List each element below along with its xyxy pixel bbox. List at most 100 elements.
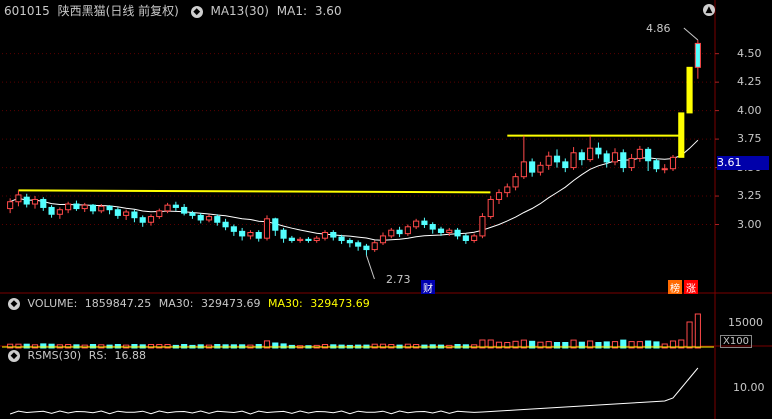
high-price-label: 4.86 <box>646 22 671 35</box>
volume-bar <box>164 344 171 349</box>
price-tick: 3.25 <box>737 189 762 203</box>
rsms-line <box>9 367 699 415</box>
candle-body <box>7 201 14 210</box>
volume-bar <box>147 344 155 349</box>
candle-body <box>40 198 47 208</box>
volume-bar <box>388 344 395 349</box>
candle-body <box>205 216 213 221</box>
volume-bar <box>645 340 652 349</box>
candle-body <box>197 214 204 221</box>
volume-bar <box>553 342 561 349</box>
volume-bar <box>73 344 80 349</box>
tag-zhang[interactable]: 涨 <box>684 280 698 295</box>
volume-bar <box>587 340 594 349</box>
candle-body <box>321 231 329 239</box>
candle-body <box>73 203 80 210</box>
volume-bar <box>471 344 478 349</box>
volume-bar <box>7 343 14 349</box>
candle-body <box>595 147 602 155</box>
candle-body <box>56 209 63 215</box>
rs-value: 16.88 <box>114 349 147 362</box>
candle-body <box>147 216 155 223</box>
candle-body <box>338 236 345 241</box>
candle-body <box>404 226 411 235</box>
candle-body <box>98 205 105 212</box>
ma13-label: MA13(30) <box>210 4 269 18</box>
volume-bar <box>611 341 619 349</box>
price-tick: 3.00 <box>737 217 762 231</box>
volume-header: ◆ VOLUME: 1859847.25 MA30: 329473.69 MA3… <box>4 294 374 314</box>
ma30-label: MA30: <box>158 297 194 310</box>
volume-bar <box>371 343 378 349</box>
candle-body <box>181 206 188 214</box>
volume-bar <box>545 341 552 349</box>
volume-bar <box>222 344 229 349</box>
volume-bar <box>413 344 420 349</box>
candle-body <box>106 205 113 211</box>
candle-body <box>189 212 196 216</box>
candle-body <box>139 217 146 223</box>
candle-body <box>214 216 221 223</box>
candle-body <box>379 235 387 244</box>
low-price-label: 2.73 <box>386 273 411 286</box>
volume-bar <box>570 339 577 349</box>
tag-bang[interactable]: 榜 <box>668 280 682 295</box>
volume-bar <box>495 341 503 349</box>
candle-body <box>272 218 279 231</box>
candle-body <box>172 204 179 208</box>
candle-body <box>15 194 22 203</box>
candle-body <box>462 235 469 241</box>
volume-bar <box>197 344 204 349</box>
volume-bar <box>56 344 63 349</box>
candle-body <box>247 231 254 237</box>
volume-bar <box>537 341 544 349</box>
trendlines <box>18 27 699 280</box>
volume-bar <box>454 344 461 349</box>
candle-body <box>553 155 561 163</box>
settings-icon[interactable]: ◆ <box>8 350 20 362</box>
candle-body <box>653 160 660 170</box>
volume-bar <box>520 339 527 349</box>
candle-body <box>396 229 403 235</box>
ma1-value: 3.60 <box>314 4 342 18</box>
candle-body <box>678 112 685 158</box>
candle-body <box>694 42 701 68</box>
volume-bar <box>661 343 668 349</box>
resistance-line-1 <box>18 189 491 194</box>
price-tick: 3.75 <box>737 132 762 146</box>
rsms-tick: 10.00 <box>733 381 765 394</box>
event-marker-cai[interactable]: 财 <box>421 280 435 295</box>
volume-bar <box>31 344 39 349</box>
chevron-up-icon[interactable]: ▲ <box>703 4 715 16</box>
volume-bar <box>114 344 121 349</box>
rsms-curve <box>9 367 699 415</box>
candle-body <box>636 148 643 159</box>
candle-body <box>413 220 420 228</box>
volume-bar <box>48 343 55 349</box>
candle-body <box>81 204 88 210</box>
volume-bar <box>653 341 660 349</box>
settings-icon[interactable]: ◆ <box>190 5 203 18</box>
volume-bar <box>379 343 387 349</box>
volume-bar <box>504 342 511 349</box>
candle-body <box>611 152 619 163</box>
volume-bar <box>230 344 237 349</box>
ma13-line <box>9 139 699 241</box>
volume-bar <box>255 344 262 349</box>
stock-name: 陕西黑猫(日线 前复权) <box>57 4 179 18</box>
candle-body <box>263 218 271 239</box>
ma-line <box>9 139 699 241</box>
volume-bar <box>595 342 602 349</box>
ma30-value: 329473.69 <box>200 297 261 310</box>
volume-bar <box>529 340 536 349</box>
volume-bar <box>321 344 329 349</box>
candle-body <box>537 164 544 173</box>
candle-body <box>330 231 337 238</box>
candle-body <box>545 155 552 166</box>
candle-body <box>48 206 55 215</box>
volume-bar <box>89 344 97 349</box>
stock-code: 601015 <box>4 4 50 18</box>
candle-body <box>313 237 320 241</box>
candle-body <box>371 242 378 251</box>
settings-icon[interactable]: ◆ <box>8 298 20 310</box>
